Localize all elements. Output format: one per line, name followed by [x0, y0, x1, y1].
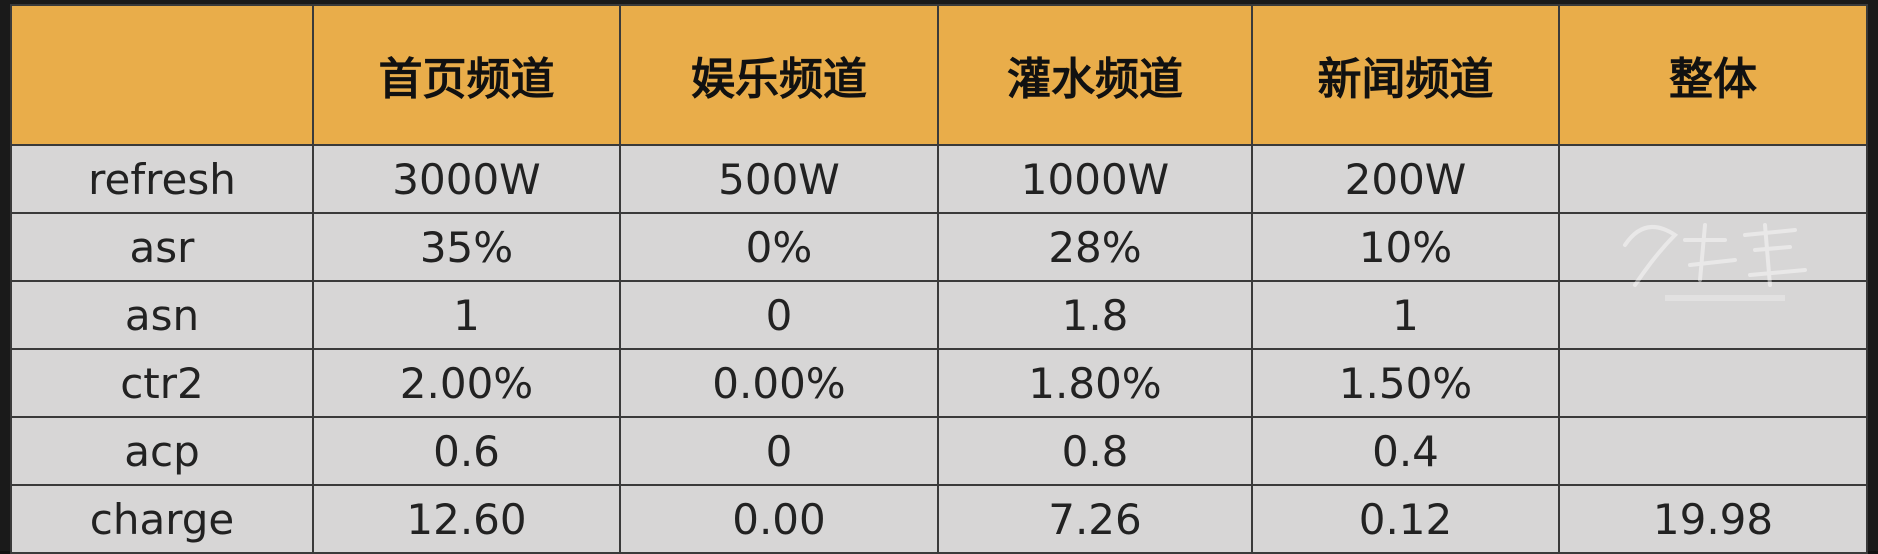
table-row: charge 12.60 0.00 7.26 0.12 19.98: [10, 484, 1868, 554]
table-cell: 200W: [1251, 144, 1560, 214]
table-cell: 1000W: [937, 144, 1253, 214]
header-homepage-channel: 首页频道: [312, 4, 621, 146]
table-cell: 0.00%: [619, 348, 939, 418]
header-corner-cell: [10, 4, 314, 146]
table-cell: 0.00: [619, 484, 939, 554]
table-cell: [1558, 144, 1868, 214]
table-cell: 10%: [1251, 212, 1560, 282]
table-cell: 1.80%: [937, 348, 1253, 418]
header-row: 首页频道 娱乐频道 灌水频道 新闻频道 整体: [10, 4, 1868, 146]
table-cell: 0.6: [312, 416, 621, 486]
table-cell: [1558, 348, 1868, 418]
table-cell: [1558, 212, 1868, 282]
table-cell: 7.26: [937, 484, 1253, 554]
table-cell: 1.8: [937, 280, 1253, 350]
table-cell: [1558, 280, 1868, 350]
table-cell: 1: [1251, 280, 1560, 350]
table-cell: 19.98: [1558, 484, 1868, 554]
table-row: refresh 3000W 500W 1000W 200W: [10, 144, 1868, 214]
header-overall: 整体: [1558, 4, 1868, 146]
row-label: charge: [10, 484, 314, 554]
table-row: ctr2 2.00% 0.00% 1.80% 1.50%: [10, 348, 1868, 418]
table-cell: 0%: [619, 212, 939, 282]
header-entertainment-channel: 娱乐频道: [619, 4, 939, 146]
table-cell: 1.50%: [1251, 348, 1560, 418]
table-row: asn 1 0 1.8 1: [10, 280, 1868, 350]
table-cell: [1558, 416, 1868, 486]
table-row: asr 35% 0% 28% 10%: [10, 212, 1868, 282]
table-cell: 2.00%: [312, 348, 621, 418]
table-cell: 28%: [937, 212, 1253, 282]
table-row: acp 0.6 0 0.8 0.4: [10, 416, 1868, 486]
row-label: asr: [10, 212, 314, 282]
table-cell: 0.4: [1251, 416, 1560, 486]
table-cell: 3000W: [312, 144, 621, 214]
row-label: ctr2: [10, 348, 314, 418]
table-cell: 0.8: [937, 416, 1253, 486]
header-news-channel: 新闻频道: [1251, 4, 1560, 146]
table-cell: 35%: [312, 212, 621, 282]
channel-metrics-table: 首页频道 娱乐频道 灌水频道 新闻频道 整体 refresh 3000W 500…: [10, 4, 1868, 554]
table-cell: 0: [619, 280, 939, 350]
table-cell: 500W: [619, 144, 939, 214]
row-label: asn: [10, 280, 314, 350]
table-cell: 0.12: [1251, 484, 1560, 554]
row-label: acp: [10, 416, 314, 486]
header-forum-channel: 灌水频道: [937, 4, 1253, 146]
row-label: refresh: [10, 144, 314, 214]
table-cell: 12.60: [312, 484, 621, 554]
table-cell: 0: [619, 416, 939, 486]
table-cell: 1: [312, 280, 621, 350]
